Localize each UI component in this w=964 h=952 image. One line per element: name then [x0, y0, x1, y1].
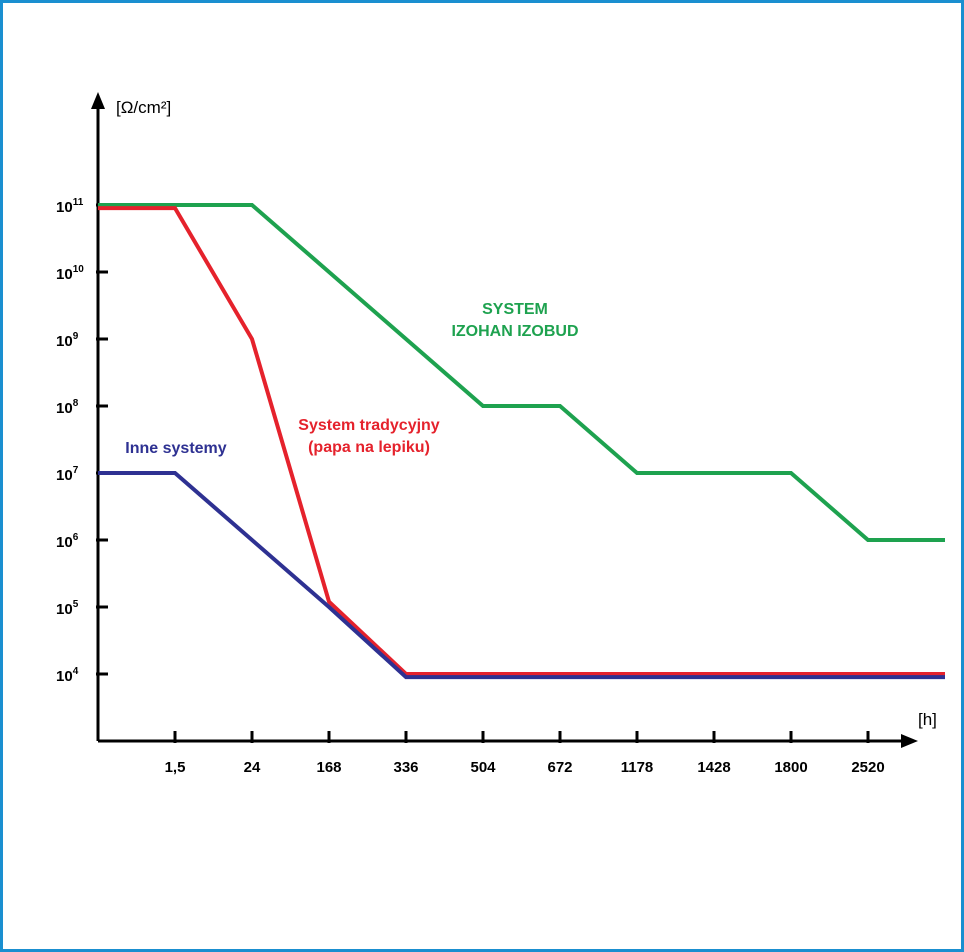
y-tick-label: 109 — [56, 331, 79, 350]
x-tick-label: 1800 — [774, 759, 807, 776]
annotations: SYSTEM IZOHAN IZOBUD System tradycyjny (pap… — [125, 301, 578, 457]
y-tick-label: 106 — [56, 532, 79, 551]
annotation-green: SYSTEM IZOHAN IZOBUD — [451, 301, 578, 340]
axes — [91, 92, 918, 748]
series-line-green — [98, 203, 945, 542]
x-axis-label: [h] — [918, 710, 937, 729]
x-tick-label: 168 — [316, 759, 341, 776]
y-axis-arrow — [91, 92, 105, 109]
series-line-blue — [98, 471, 945, 680]
x-tick-label: 2520 — [851, 759, 884, 776]
x-tick-label: 24 — [244, 759, 261, 776]
y-tick-label: 104 — [56, 666, 79, 685]
x-tick-label: 1,5 — [165, 759, 186, 776]
x-axis-arrow — [901, 734, 918, 748]
y-ticks: 104 105 106 107 108 109 1010 1011 — [56, 197, 108, 685]
x-tick-label: 1428 — [697, 759, 730, 776]
x-tick-label: 672 — [547, 759, 572, 776]
series-line-red — [98, 206, 945, 676]
series-lines — [98, 203, 945, 680]
x-tick-label: 336 — [393, 759, 418, 776]
y-tick-label: 107 — [56, 465, 79, 484]
y-axis-label: [Ω/cm²] — [116, 98, 171, 117]
x-ticks: 1,5 24 168 336 504 672 1178 1428 1800 2520 — [165, 731, 885, 776]
annotation-red: System tradycyjny (papa na lepiku) — [298, 417, 440, 456]
y-tick-label: 105 — [56, 599, 79, 618]
y-tick-label: 108 — [56, 398, 79, 417]
y-tick-label: 1011 — [56, 197, 84, 216]
x-tick-label: 1178 — [621, 759, 654, 776]
x-tick-label: 504 — [470, 759, 496, 776]
y-tick-label: 1010 — [56, 264, 84, 283]
annotation-blue: Inne systemy — [125, 440, 226, 457]
